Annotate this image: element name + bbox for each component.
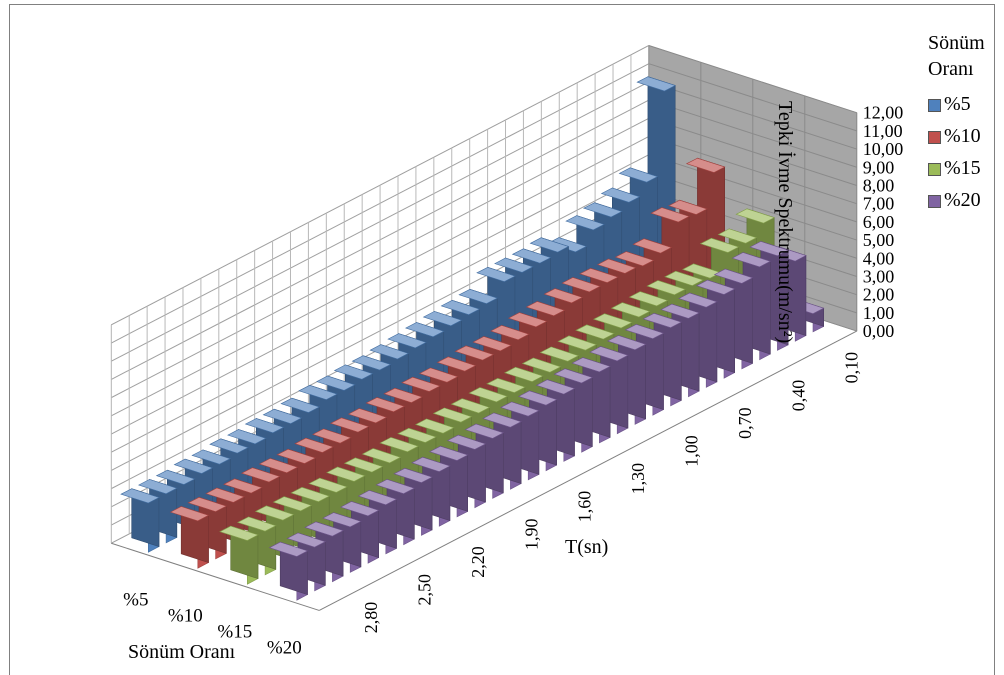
legend-swatch-5 [928,98,941,112]
legend-label-20: %20 [944,189,981,211]
legend-item-10: %10 [928,120,1004,152]
chart-border [9,4,995,675]
bar-pct20-2,00 [446,434,487,509]
legend-title-line-1: Sönüm [928,32,985,54]
legend-label-15: %15 [944,157,981,179]
x-tick-label: 1,90 [521,519,541,551]
x-tick-label: 0,70 [735,407,755,439]
x-tick-label: 2,80 [361,602,381,634]
y-tick-label: 11,00 [863,121,903,141]
legend-item-20: %20 [928,184,1004,216]
axis-labels: 0,001,002,003,004,005,006,007,008,009,00… [123,103,903,659]
bar-pct5-3,00 [120,488,160,553]
x-tick-label: 0,10 [842,352,862,384]
y-tick-label: 8,00 [863,176,895,196]
floor-front-edge [318,330,857,611]
legend-swatch-20 [928,194,941,208]
depth-tick-label: %5 [123,590,148,611]
y-tick-label: 10,00 [863,139,904,159]
y-tick-label: 9,00 [863,157,895,177]
legend-title-line-2: Oranı [928,58,974,80]
x-tick-label: 1,60 [575,491,595,523]
depth-tick-label: %20 [267,638,302,659]
y-tick-label: 4,00 [863,248,895,268]
legend-item-5: %5 [928,88,1004,120]
bar-pct20-3,00 [268,541,309,601]
bar-pct15-3,00 [219,525,259,585]
depth-tick-label: %15 [217,622,252,643]
y-tick-label: 0,00 [863,321,895,341]
legend-label-10: %10 [944,125,981,147]
legend-item-15: %15 [928,152,1004,184]
x-tick-label: 0,40 [788,380,808,412]
y-tick-label: 2,00 [863,285,895,305]
bar-pct10-3,00 [169,506,210,569]
x-tick-label: 1,30 [628,463,648,495]
depth-axis-title: Sönüm Oranı [128,641,236,663]
depth-tick-label: %10 [168,606,203,627]
legend-title: Sönüm Oranı [928,30,1004,82]
y-tick-label: 7,00 [863,194,895,214]
y-tick-label: 1,00 [863,303,895,323]
x-tick-label: 1,00 [682,435,702,467]
legend-swatch-15 [928,162,941,176]
y-tick-label: 3,00 [863,267,895,287]
legend: Sönüm Oranı %5 %10 %15 %20 [928,30,1004,216]
y-tick-label: 6,00 [863,212,895,232]
legend-label-5: %5 [944,93,971,115]
x-tick-label: 2,50 [415,574,435,606]
y-axis-title: Tepki İvme Spektrumu(m/sn²) [774,101,797,343]
chart-bars [120,76,825,601]
x-tick-label: 2,20 [468,546,488,578]
y-tick-label: 5,00 [863,230,895,250]
legend-swatch-10 [928,130,941,144]
bar-pct20-2,10 [428,445,469,518]
x-axis-title: T(sn) [565,536,608,558]
y-tick-label: 12,00 [863,103,904,123]
floor-left-edge [111,542,320,611]
